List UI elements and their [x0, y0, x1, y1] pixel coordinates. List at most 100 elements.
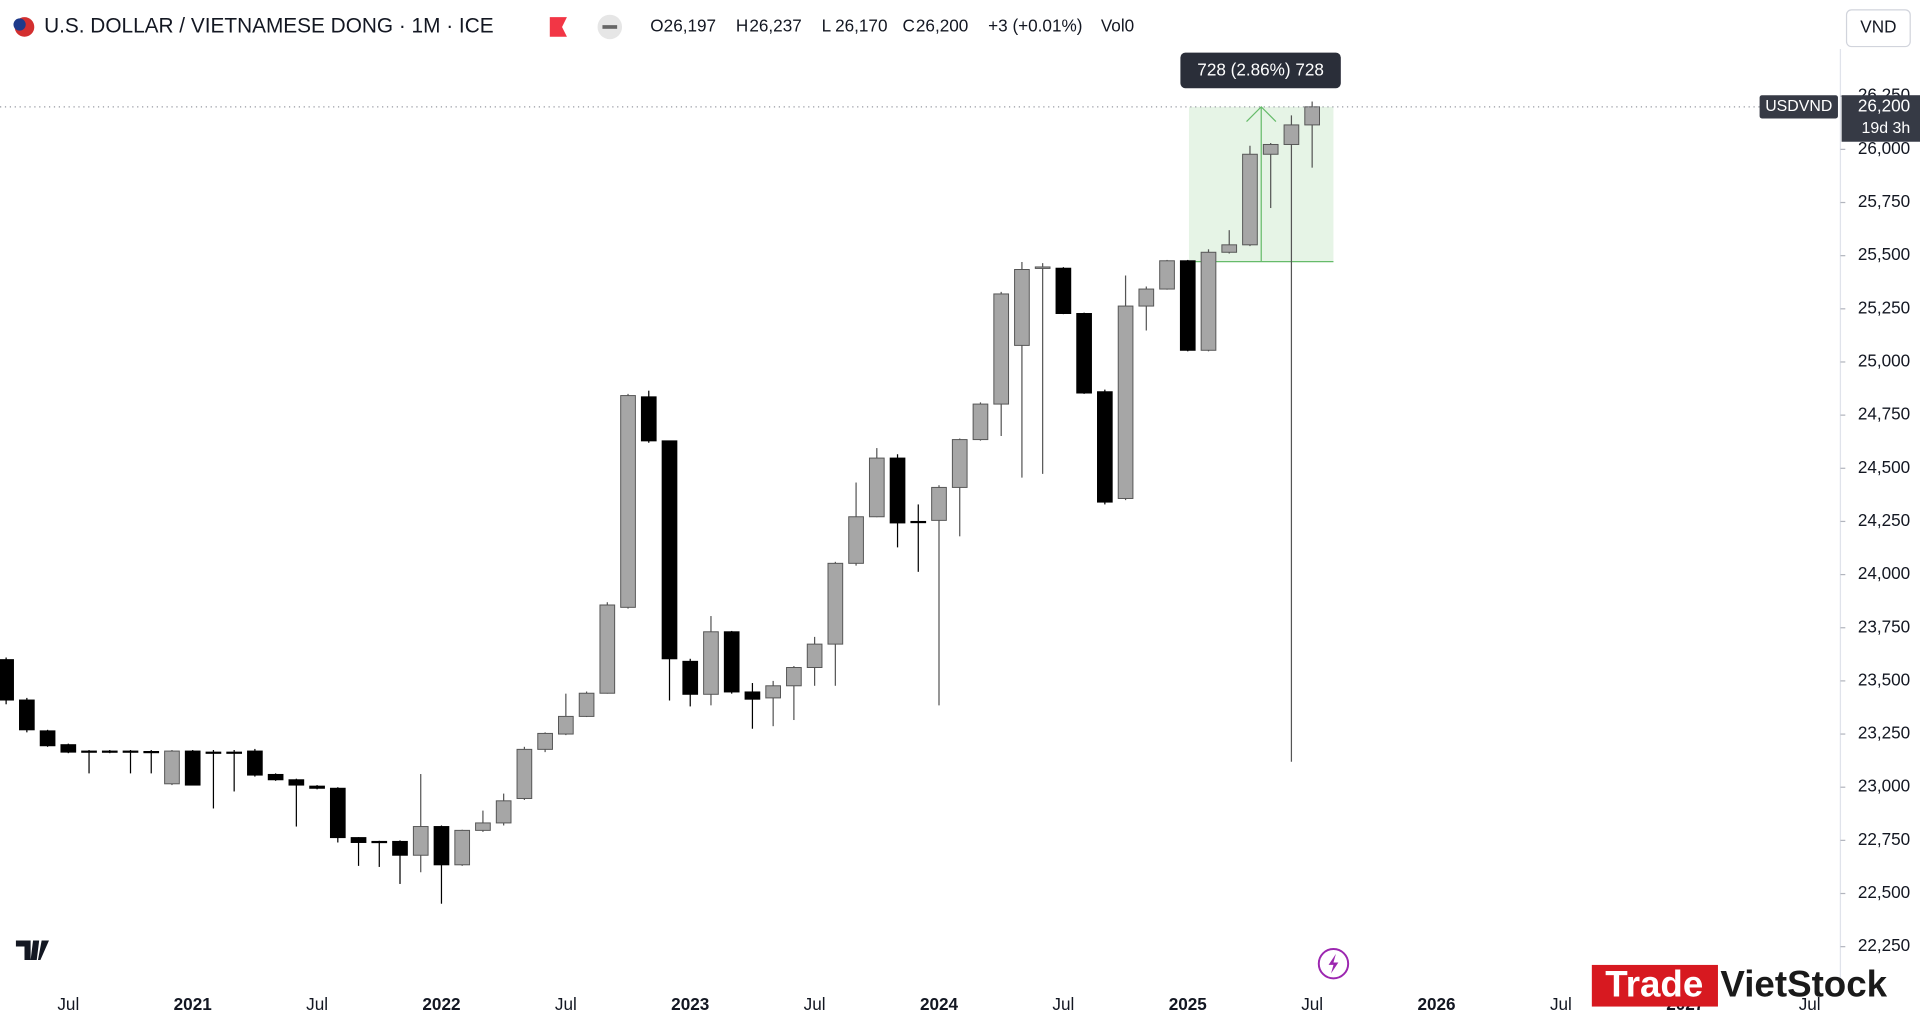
header: U.S. DOLLAR / VIETNAMESE DONG · 1M · ICE… [13, 9, 1911, 48]
candle-body [806, 643, 823, 668]
candle-body [1138, 288, 1155, 307]
ohlc-value: 26,170 [835, 16, 887, 36]
candle-body [60, 744, 77, 753]
y-tick-label: 24,250 [1858, 510, 1910, 530]
flag-icon[interactable] [549, 17, 567, 37]
measure-label-box [1180, 52, 1341, 89]
candle-body [184, 750, 201, 786]
ohlc-key: H [736, 16, 748, 36]
candle-body [786, 667, 802, 687]
candle-body [454, 829, 471, 866]
y-tick-label: 25,000 [1858, 351, 1910, 371]
x-tick-label: 2023 [671, 994, 709, 1014]
candle-body [226, 751, 242, 754]
candle-body [765, 685, 781, 699]
candle-body [19, 699, 35, 731]
y-tick-label: 24,500 [1858, 457, 1910, 477]
candle-body [848, 516, 864, 564]
candle-body [0, 659, 14, 701]
candle-body [1055, 267, 1072, 314]
candle-body [101, 750, 118, 753]
candle-body [910, 520, 927, 524]
measure-label: 728 (2.86%) 728 [1197, 60, 1324, 80]
candle-body [1159, 260, 1175, 290]
watermark-brand: VietStock [1720, 964, 1887, 1005]
lightning-icon [1328, 953, 1339, 974]
x-tick-label: 2024 [920, 994, 959, 1014]
candle-body [1014, 269, 1030, 346]
candle-body [412, 826, 429, 856]
x-tick-label: Jul [1799, 994, 1821, 1014]
candle-body [329, 787, 346, 839]
candle-body [392, 840, 408, 856]
x-tick-label: 2021 [174, 994, 213, 1014]
y-tick-label: 23,000 [1858, 776, 1910, 796]
candle-body [578, 692, 595, 717]
y-tick-label: 25,500 [1858, 244, 1910, 264]
ohlc-key: L [822, 16, 832, 36]
x-tick-label: Jul [1301, 994, 1323, 1014]
candle-body [371, 840, 388, 844]
ohlc-key: O [650, 16, 663, 36]
candle-body [1304, 106, 1320, 126]
y-tick-label: 23,500 [1858, 669, 1910, 689]
candle-body [1262, 143, 1279, 155]
candle-body [682, 660, 699, 695]
candle-body [1179, 260, 1196, 351]
currency-button[interactable] [1845, 9, 1911, 48]
candle-body [537, 732, 553, 750]
candle-body [868, 457, 885, 518]
candle-body [558, 715, 574, 735]
candle-body [164, 750, 180, 785]
candle-body [288, 779, 305, 786]
candle-body [1283, 124, 1300, 145]
symbol-tag-label: USDVND [1765, 98, 1832, 115]
candle-body [723, 631, 740, 693]
candle-body [827, 562, 844, 645]
candle-body [122, 750, 139, 753]
candle-body [703, 631, 719, 695]
candle-body [309, 785, 325, 789]
ohlc-value: 26,237 [749, 16, 801, 36]
x-tick-label: Jul [555, 994, 577, 1014]
symbol-tag [1759, 95, 1838, 119]
y-tick-label: 22,750 [1858, 829, 1910, 849]
candle-body [993, 293, 1010, 405]
candle-body [267, 773, 284, 781]
candle-body [620, 395, 636, 608]
y-tick-label: 22,250 [1858, 935, 1910, 955]
candle-body [433, 826, 450, 866]
price-tag-label: 26,200 [1858, 95, 1910, 115]
candle-body [1117, 305, 1134, 499]
currency-label: VND [1860, 17, 1896, 37]
candle-body [516, 748, 533, 799]
x-tick-label: Jul [804, 994, 826, 1014]
tv-logo [15, 940, 49, 961]
footer: Trade VietStock [15, 940, 1888, 1007]
ohlc-key: C [902, 16, 914, 36]
watermark-brand: Trade [1605, 964, 1703, 1005]
candle-body [39, 730, 56, 747]
y-tick-label: 25,750 [1858, 191, 1910, 211]
y-tick-label: 23,750 [1858, 616, 1910, 636]
y-tick-label: 24,000 [1858, 563, 1910, 583]
candle-body [599, 604, 616, 694]
candle-body [1034, 266, 1051, 269]
candle-body [205, 751, 222, 754]
candle-body [1242, 153, 1258, 246]
candle-body [81, 750, 97, 753]
x-tick-label: Jul [57, 994, 79, 1014]
candle-body [1221, 244, 1238, 253]
plot: 22,250 22,500 22,750 23,000 23,250 23,500 23,7… [0, 52, 1920, 1014]
countdown-label: 19d 3h [1862, 120, 1911, 137]
candle-body [495, 800, 512, 824]
x-tick-label: 2026 [1417, 994, 1455, 1014]
x-tick-label: Jul [306, 994, 328, 1014]
measure-arrowhead [1246, 105, 1277, 122]
candle-body [972, 403, 989, 441]
candle-body [1097, 391, 1113, 503]
price-tag [1841, 95, 1920, 142]
y-tick-label: 24,750 [1858, 404, 1910, 424]
